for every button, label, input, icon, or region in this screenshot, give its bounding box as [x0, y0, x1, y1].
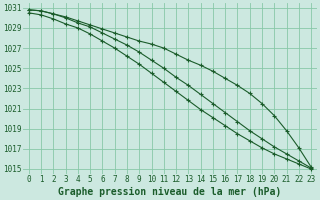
X-axis label: Graphe pression niveau de la mer (hPa): Graphe pression niveau de la mer (hPa)	[58, 187, 282, 197]
